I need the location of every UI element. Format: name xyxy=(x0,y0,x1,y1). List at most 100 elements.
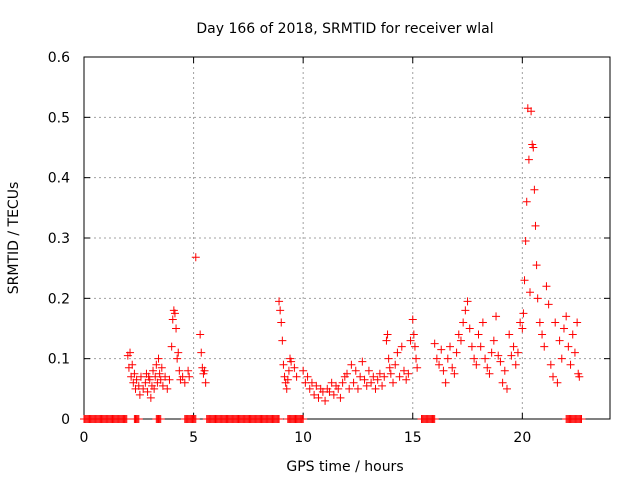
data-point xyxy=(389,378,398,387)
x-tick-label: 15 xyxy=(404,430,422,446)
data-point xyxy=(146,393,155,402)
data-point xyxy=(351,366,360,375)
data-point xyxy=(481,354,490,363)
zero-data-point xyxy=(156,415,165,423)
data-point xyxy=(502,384,511,393)
data-point xyxy=(136,372,145,381)
y-tick-label: 0.5 xyxy=(48,110,70,126)
data-point xyxy=(175,366,184,375)
data-point xyxy=(167,342,176,351)
data-point xyxy=(303,372,312,381)
data-point xyxy=(505,330,514,339)
data-point xyxy=(562,312,571,321)
data-point xyxy=(369,372,378,381)
data-point xyxy=(150,384,159,393)
data-point xyxy=(145,375,154,384)
data-point xyxy=(386,369,395,378)
data-point xyxy=(173,354,182,363)
data-point xyxy=(459,318,468,327)
data-point xyxy=(321,396,330,405)
data-point xyxy=(200,366,209,375)
data-point xyxy=(551,318,560,327)
data-point xyxy=(409,330,418,339)
data-point xyxy=(544,300,553,309)
data-point xyxy=(454,330,463,339)
data-point xyxy=(163,384,172,393)
data-point xyxy=(287,357,296,366)
zero-data-point xyxy=(122,415,131,423)
data-point xyxy=(489,336,498,345)
data-point xyxy=(185,372,194,381)
y-axis-label: SRMTID / TECUs xyxy=(6,182,22,295)
data-point xyxy=(373,375,382,384)
data-point xyxy=(511,360,520,369)
data-point xyxy=(149,366,158,375)
x-tick-label: 0 xyxy=(80,430,89,446)
data-point xyxy=(542,282,551,291)
zero-data-point xyxy=(191,415,200,423)
data-point xyxy=(476,342,485,351)
x-tick-label: 20 xyxy=(513,430,531,446)
data-point xyxy=(292,372,301,381)
data-point xyxy=(575,372,584,381)
data-point xyxy=(402,375,411,384)
data-point xyxy=(399,366,408,375)
data-point xyxy=(526,288,535,297)
data-point xyxy=(498,378,507,387)
data-point xyxy=(522,197,531,206)
data-point xyxy=(520,276,529,285)
data-point xyxy=(546,360,555,369)
data-points xyxy=(80,104,586,423)
data-point xyxy=(139,384,148,393)
zero-data-point xyxy=(134,415,143,423)
data-point xyxy=(380,372,389,381)
data-point xyxy=(170,309,179,318)
data-point xyxy=(467,342,476,351)
data-point xyxy=(492,312,501,321)
data-point xyxy=(154,354,163,363)
data-point xyxy=(128,360,137,369)
data-point xyxy=(448,363,457,372)
data-point xyxy=(277,318,286,327)
data-point xyxy=(500,366,509,375)
data-point xyxy=(452,348,461,357)
data-point xyxy=(284,366,293,375)
data-point xyxy=(345,384,354,393)
data-point xyxy=(393,348,402,357)
data-point xyxy=(519,309,528,318)
data-point xyxy=(290,363,299,372)
y-tick-label: 0.3 xyxy=(48,231,70,247)
data-point xyxy=(165,375,174,384)
data-point xyxy=(325,387,334,396)
data-point xyxy=(465,324,474,333)
data-point xyxy=(483,363,492,372)
data-point xyxy=(161,372,170,381)
data-point xyxy=(155,369,164,378)
data-point xyxy=(356,372,365,381)
data-point xyxy=(141,378,150,387)
data-point xyxy=(353,384,362,393)
data-point xyxy=(196,330,205,339)
data-point xyxy=(156,375,165,384)
data-point xyxy=(375,369,384,378)
data-point xyxy=(197,348,206,357)
data-point xyxy=(383,330,392,339)
data-point xyxy=(549,372,558,381)
data-point xyxy=(158,381,167,390)
data-point xyxy=(540,342,549,351)
data-point xyxy=(278,336,287,345)
x-tick-label: 5 xyxy=(189,430,198,446)
data-point xyxy=(299,366,308,375)
data-point xyxy=(559,324,568,333)
data-point xyxy=(382,336,391,345)
data-point xyxy=(391,360,400,369)
data-point xyxy=(279,360,288,369)
data-point xyxy=(513,348,522,357)
data-point xyxy=(437,345,446,354)
data-point xyxy=(343,369,351,378)
data-point xyxy=(430,339,439,348)
data-point xyxy=(446,342,455,351)
data-point xyxy=(378,381,387,390)
data-point xyxy=(172,324,181,333)
data-point xyxy=(338,378,347,387)
